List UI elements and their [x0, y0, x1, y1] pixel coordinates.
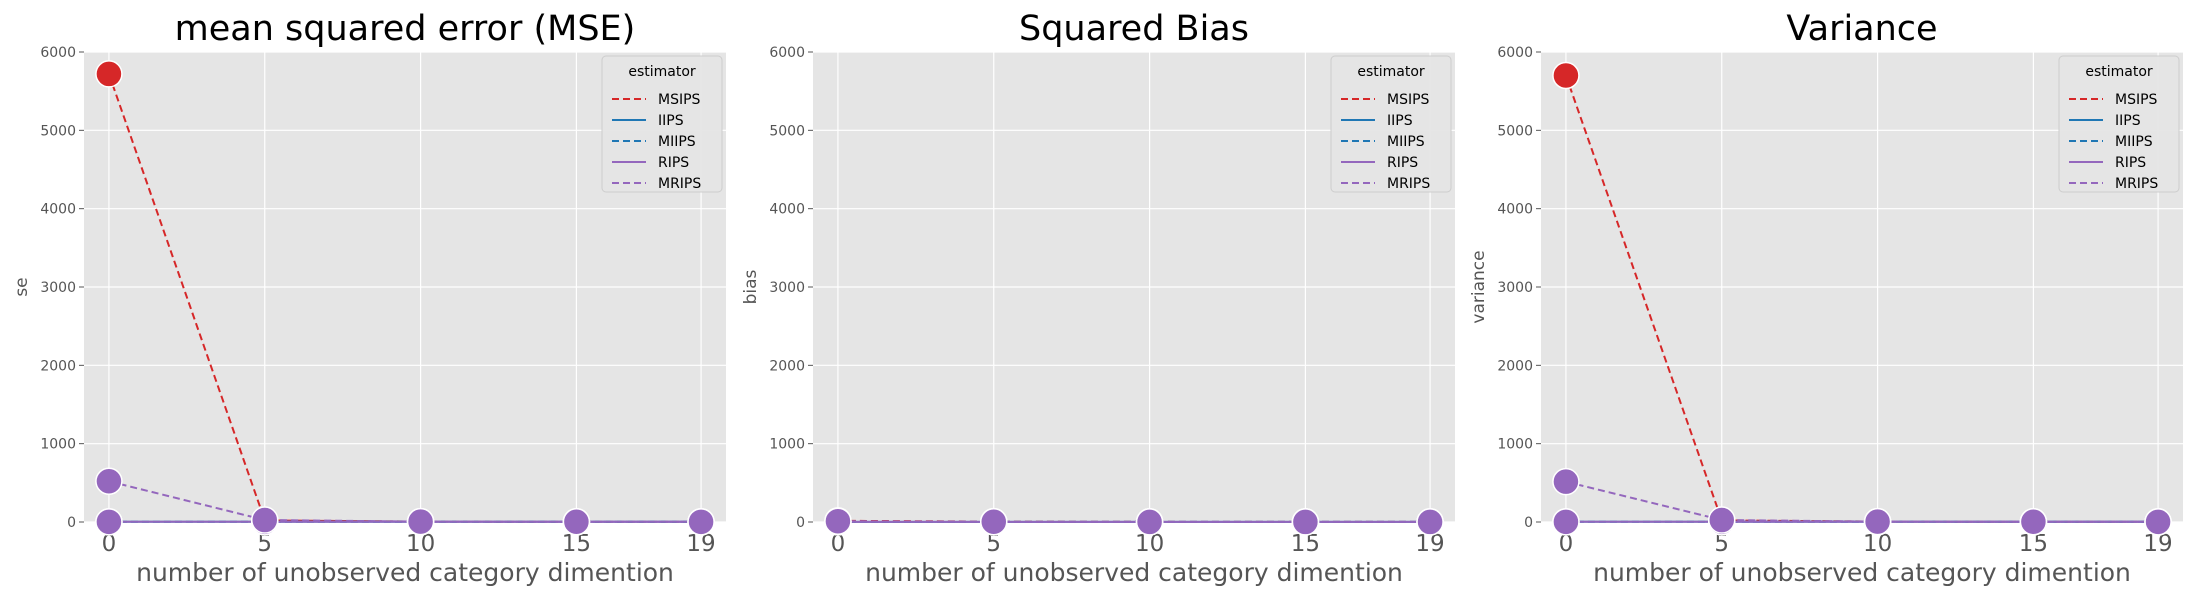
legend-title: estimator — [2085, 64, 2153, 80]
y-tick-label: 5000 — [40, 123, 76, 139]
data-point-MRIPS — [1708, 506, 1736, 534]
data-point-MRIPS — [1552, 467, 1580, 496]
data-point-MRIPS — [1291, 508, 1320, 536]
y-tick-label: 5000 — [1497, 123, 1533, 139]
legend-label: MIIPS — [2115, 134, 2153, 150]
x-axis-label: number of unobserved category dimention — [865, 558, 1403, 587]
data-point-MRIPS — [1863, 507, 1892, 536]
y-axis-label: bias — [741, 269, 761, 304]
data-point-MRIPS — [562, 508, 591, 536]
legend-label: RIPS — [658, 155, 689, 171]
y-tick-label: 3000 — [769, 280, 805, 296]
x-tick-label: 5 — [257, 531, 272, 557]
legend-box — [601, 55, 723, 193]
data-point-RIPS — [95, 508, 123, 536]
legend-label: MRIPS — [658, 176, 701, 192]
data-point-MRIPS — [2019, 508, 2048, 536]
y-tick-label: 5000 — [769, 123, 805, 139]
x-axis-label: number of unobserved category dimention — [1593, 558, 2131, 587]
legend-label: MSIPS — [658, 92, 701, 108]
y-tick-label: 0 — [1524, 515, 1533, 531]
y-tick-label: 4000 — [769, 202, 805, 218]
y-tick-label: 4000 — [40, 202, 76, 218]
data-point-MRIPS — [980, 508, 1008, 536]
data-point-RIPS — [1552, 508, 1580, 536]
y-tick-label: 6000 — [40, 45, 76, 61]
chart-title: Squared Bias — [1019, 9, 1249, 49]
y-tick-label: 1000 — [1497, 437, 1533, 453]
data-point-MRIPS — [824, 507, 852, 535]
legend-label: IIPS — [658, 113, 684, 129]
chart-title: Variance — [1786, 9, 1937, 49]
legend-label: IIPS — [1387, 113, 1413, 129]
y-tick-label: 0 — [67, 515, 76, 531]
y-tick-label: 0 — [796, 515, 805, 531]
legend-box — [2058, 55, 2180, 193]
data-point-MRIPS — [1416, 508, 1444, 536]
legend-label: RIPS — [2115, 155, 2146, 171]
y-tick-label: 2000 — [1497, 358, 1533, 374]
data-point-MRIPS — [687, 508, 715, 536]
x-tick-label: 0 — [831, 531, 846, 557]
legend-label: RIPS — [1387, 155, 1418, 171]
y-tick-label: 1000 — [40, 437, 76, 453]
data-point-MRIPS — [1135, 508, 1164, 536]
data-point-MRIPS — [2144, 508, 2172, 536]
data-point-MSIPS — [95, 60, 123, 88]
legend-label: MRIPS — [2115, 176, 2158, 192]
legend-label: MSIPS — [2115, 92, 2158, 108]
y-tick-label: 2000 — [40, 358, 76, 374]
y-tick-label: 6000 — [1497, 45, 1533, 61]
data-point-MRIPS — [95, 467, 123, 496]
y-tick-label: 2000 — [769, 358, 805, 374]
y-tick-label: 4000 — [1497, 202, 1533, 218]
legend-label: MRIPS — [1387, 176, 1430, 192]
x-tick-label: 0 — [1559, 531, 1574, 557]
data-point-MSIPS — [1552, 61, 1580, 90]
y-tick-label: 3000 — [40, 280, 76, 296]
legend-title: estimator — [1357, 64, 1425, 80]
legend-label: MIIPS — [658, 134, 696, 150]
data-point-MRIPS — [406, 507, 435, 536]
y-axis-label: se — [12, 277, 32, 296]
legend-box — [1330, 55, 1452, 193]
x-tick-label: 5 — [1714, 531, 1729, 557]
legend-label: MSIPS — [1387, 92, 1430, 108]
legend-label: MIIPS — [1387, 134, 1425, 150]
y-axis-label: variance — [1469, 250, 1489, 323]
y-tick-label: 1000 — [769, 437, 805, 453]
x-axis-label: number of unobserved category dimention — [136, 558, 674, 587]
x-tick-label: 0 — [102, 531, 117, 557]
legend-title: estimator — [628, 64, 696, 80]
chart-title: mean squared error (MSE) — [175, 9, 636, 49]
legend-label: IIPS — [2115, 113, 2141, 129]
x-tick-label: 5 — [986, 531, 1001, 557]
y-tick-label: 3000 — [1497, 280, 1533, 296]
y-tick-label: 6000 — [769, 45, 805, 61]
data-point-MRIPS — [251, 506, 279, 534]
